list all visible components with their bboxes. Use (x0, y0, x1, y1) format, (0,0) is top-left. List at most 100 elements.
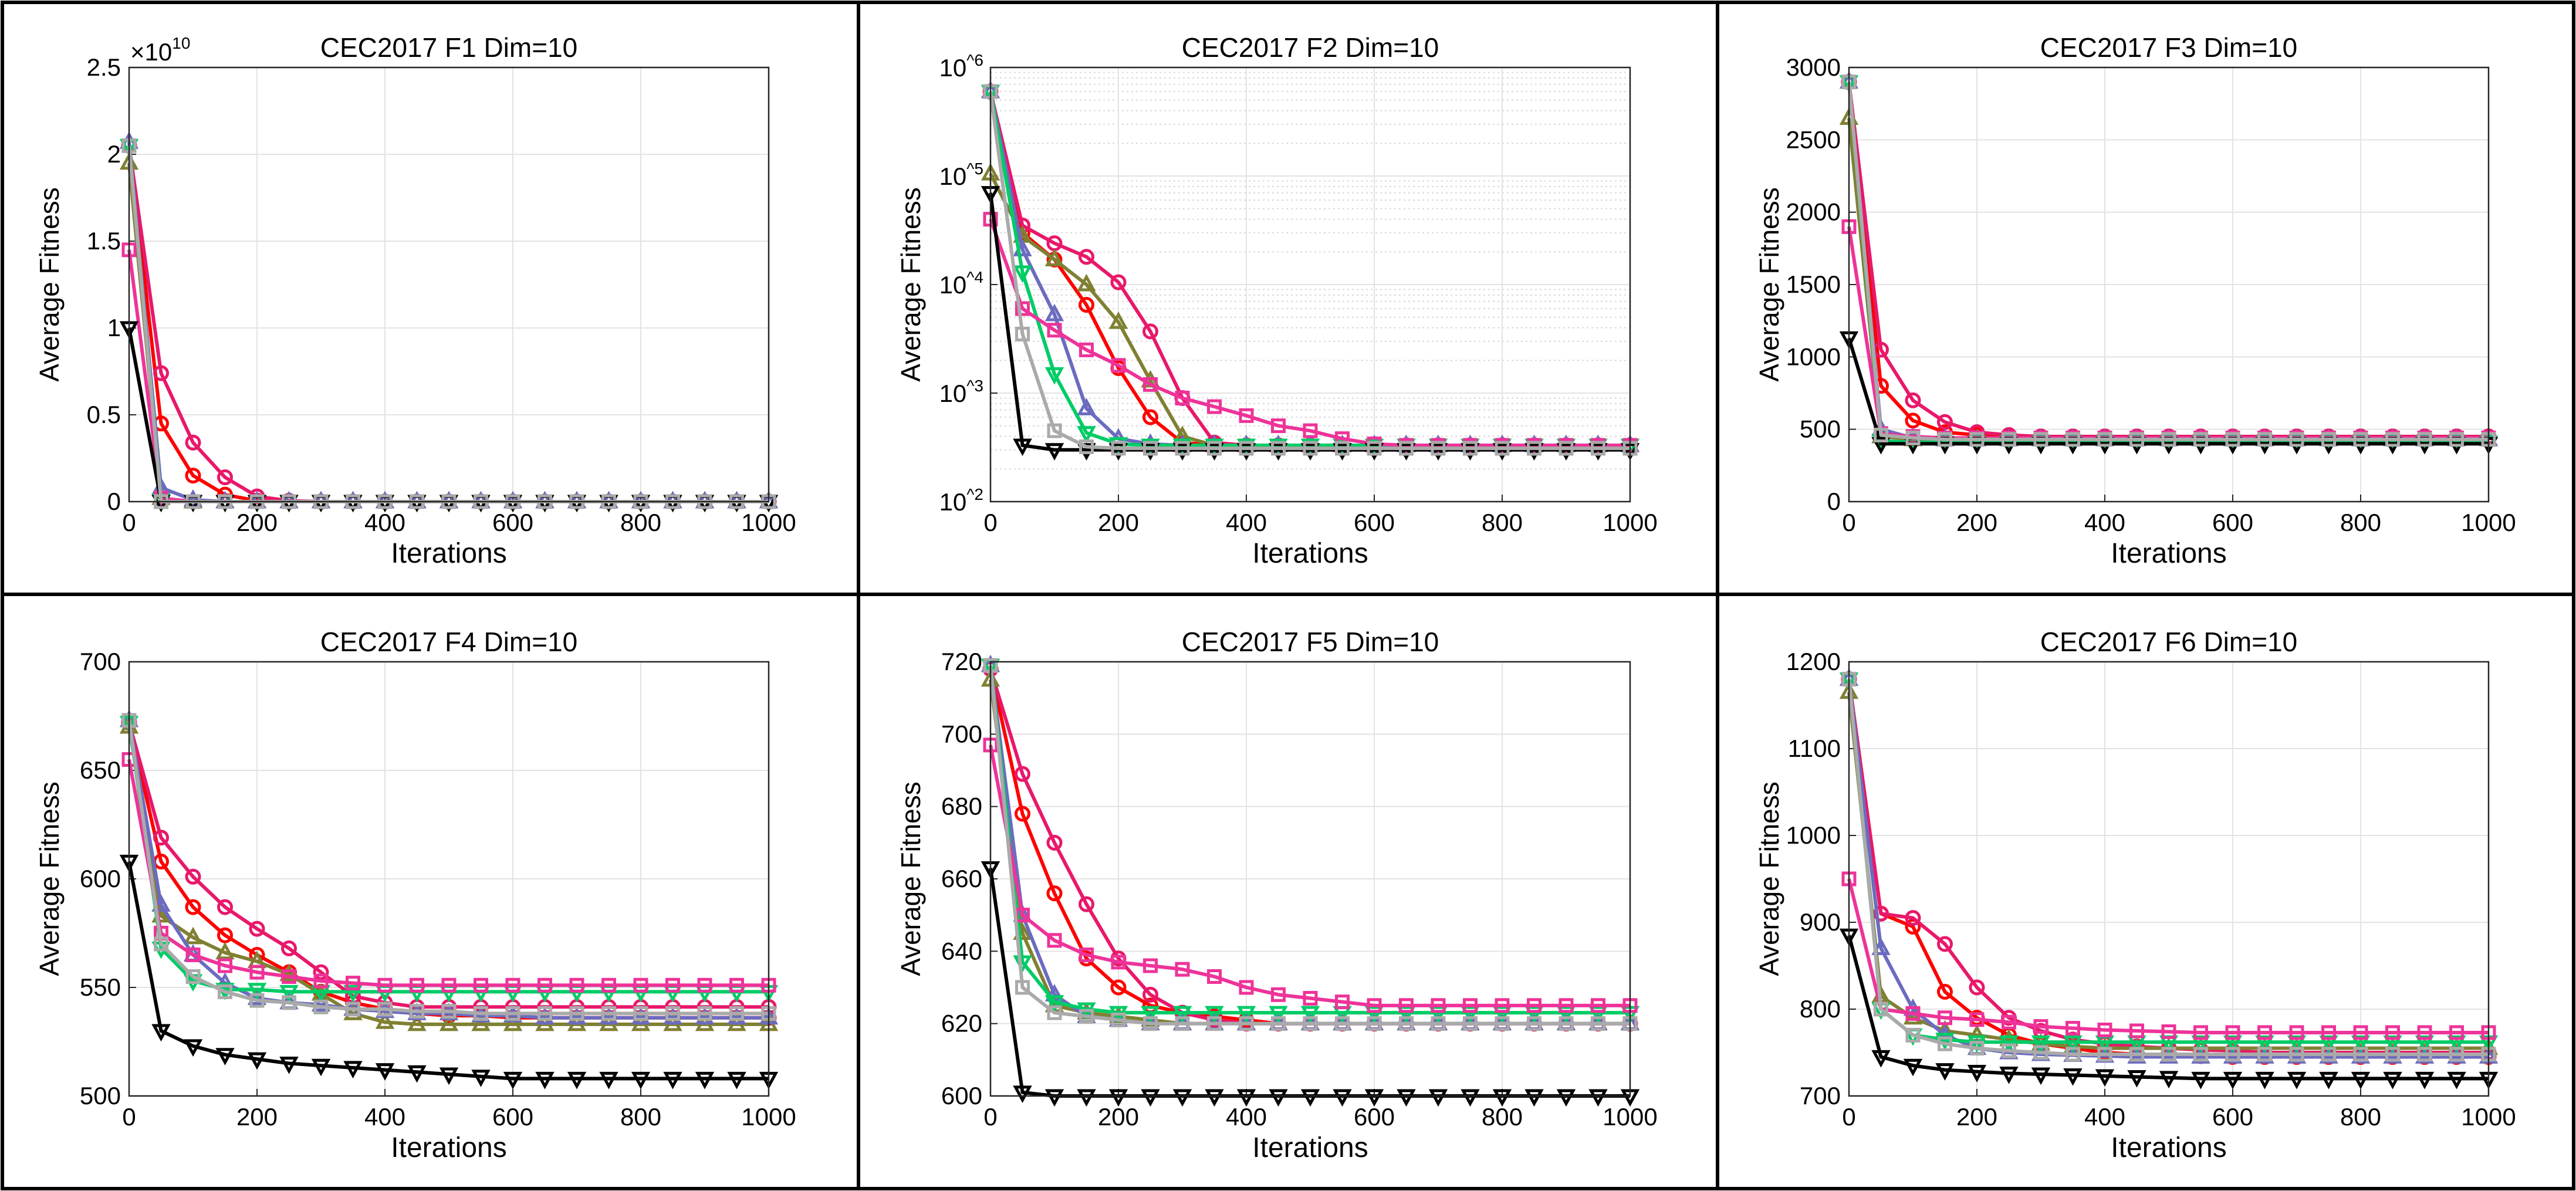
axes-box (128, 661, 770, 1097)
data-point-square (2129, 1023, 2144, 1038)
data-point-triangle-down (1967, 1065, 1987, 1082)
series-line-s3 (127, 726, 769, 1026)
data-point-square (474, 1006, 488, 1021)
data-point-square (2225, 432, 2240, 447)
data-point-square (410, 977, 424, 993)
data-point-triangle-down (503, 1071, 523, 1090)
data-point-triangle-down (1236, 1006, 1256, 1024)
data-point-square (1969, 1041, 1985, 1056)
data-point-triangle-up (1871, 938, 1891, 955)
data-point-triangle-down (1236, 438, 1256, 456)
data-point-triangle-down (2287, 1071, 2307, 1090)
y-tick-label: 2000 (1786, 198, 1841, 226)
data-point-triangle-down (1524, 1089, 1544, 1107)
data-point-square (249, 965, 265, 980)
y-tick-label: 1 (107, 314, 121, 341)
data-point-square (1207, 441, 1222, 456)
data-point-square (1079, 948, 1094, 962)
data-point-triangle-down (2191, 1035, 2210, 1053)
y-tick-label: 550 (80, 973, 121, 1001)
data-point-square (2321, 432, 2336, 447)
data-point-triangle-down (1300, 443, 1320, 461)
x-axis-label: Iterations (2111, 1132, 2226, 1163)
y-tick-label: 500 (80, 1082, 121, 1109)
tick-exponent: ^3 (966, 377, 983, 395)
data-point-square (282, 969, 296, 984)
data-point-triangle-down (2287, 1035, 2307, 1053)
chart-title: CEC2017 F5 Dim=10 (1182, 627, 1439, 657)
data-point-circle (185, 868, 201, 885)
axes-box (1848, 661, 2490, 1097)
x-tick-label: 1000 (741, 509, 796, 536)
chart-title: CEC2017 F4 Dim=10 (320, 627, 577, 657)
x-tick-label: 600 (492, 1103, 533, 1131)
tick-base: 10 (939, 271, 967, 299)
data-point-triangle-down (1364, 1089, 1384, 1107)
data-point-square (2289, 1025, 2304, 1040)
data-point-triangle-down (1141, 438, 1160, 456)
plot-area (129, 67, 769, 502)
data-point-square (218, 984, 232, 999)
y-tick-label: 600 (80, 865, 121, 892)
data-point-triangle-down (1903, 1058, 1923, 1077)
data-point-circle (1905, 412, 1921, 429)
series-line-s7 (127, 720, 769, 1016)
data-point-square (569, 977, 584, 993)
x-tick-label: 400 (1226, 509, 1267, 536)
data-point-square (1495, 441, 1510, 456)
data-point-triangle-up (727, 1007, 746, 1025)
data-point-square (2193, 1025, 2208, 1040)
data-point-square (1207, 1016, 1222, 1031)
data-point-triangle-down (1236, 443, 1256, 461)
data-point-square (2257, 1025, 2272, 1040)
data-point-triangle-down (1205, 443, 1224, 461)
data-point-triangle-down (1999, 1067, 2019, 1084)
data-point-square (346, 1001, 360, 1017)
tick-base: 10 (939, 380, 967, 407)
series-group (1839, 71, 2499, 455)
chart-panel-6: 0 200 400 600 800 1000 700 800 900 1000 1100 1200 CE… (1754, 627, 2516, 1163)
data-point-circle (1905, 910, 1921, 926)
data-point-triangle-down (1492, 443, 1512, 461)
y-tick-label: 0.5 (87, 401, 121, 428)
data-point-circle (1110, 979, 1127, 996)
data-point-square (2449, 432, 2464, 447)
y-tick-label: 0 (107, 488, 121, 515)
data-point-triangle-down (407, 1065, 427, 1083)
data-point-square (185, 969, 201, 984)
data-point-triangle-down (1588, 1089, 1608, 1107)
x-tick-label: 400 (2084, 509, 2125, 536)
data-point-square (1874, 1001, 1888, 1017)
data-point-square (1463, 998, 1478, 1013)
data-point-circle (185, 434, 201, 451)
data-point-triangle-down (1077, 1089, 1096, 1107)
x-axis-label: Iterations (2111, 538, 2226, 569)
data-point-triangle-down (1428, 1006, 1448, 1024)
series-line-s7 (989, 665, 1630, 1026)
x-tick-label: 200 (1098, 509, 1139, 536)
series-line-s8 (127, 861, 769, 1081)
data-point-triangle-down (1871, 437, 1891, 455)
x-tick-label: 800 (1482, 509, 1523, 536)
data-point-triangle-up (1044, 303, 1064, 322)
data-point-triangle-down (471, 1070, 491, 1087)
data-point-square (2002, 1043, 2016, 1058)
data-point-circle (1015, 806, 1030, 822)
data-point-circle (249, 921, 265, 937)
data-point-square (1495, 998, 1510, 1013)
x-tick-label: 1000 (1603, 509, 1657, 536)
y-tick-label: 10^6 (939, 51, 983, 82)
data-point-square (569, 1006, 584, 1021)
chart-title: CEC2017 F2 Dim=10 (1182, 32, 1439, 63)
chart-title: CEC2017 F3 Dim=10 (2040, 32, 2297, 63)
data-point-square (1111, 441, 1126, 456)
data-point-square (601, 977, 616, 993)
x-tick-label: 200 (236, 509, 278, 536)
data-point-square (1559, 1016, 1574, 1031)
data-point-triangle-down (2319, 1071, 2338, 1090)
y-tick-label: 1000 (1786, 821, 1841, 849)
data-point-triangle-down (2063, 1068, 2083, 1086)
series-line-s6 (989, 218, 1630, 448)
data-point-triangle-down (2351, 1035, 2371, 1053)
